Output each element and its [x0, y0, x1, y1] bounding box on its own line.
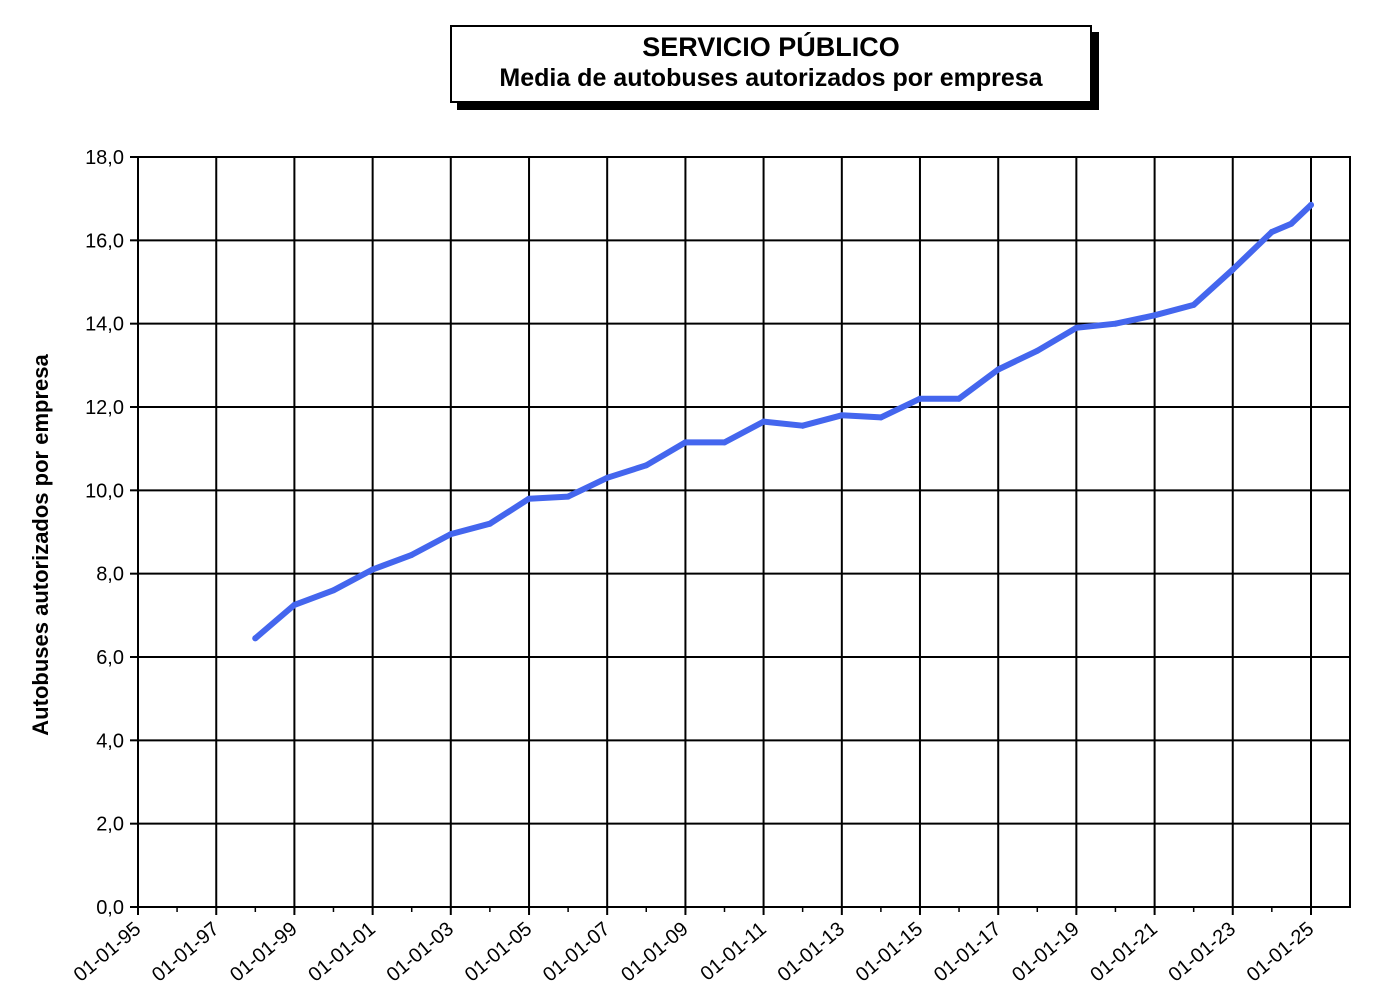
- data-point: [330, 587, 337, 594]
- data-point: [447, 531, 454, 538]
- y-tick-label: 12,0: [85, 397, 124, 419]
- y-tick-label: 6,0: [96, 647, 124, 669]
- y-tick-label: 2,0: [96, 814, 124, 836]
- x-tick-label: 01-01-05: [461, 918, 536, 986]
- data-point: [760, 418, 767, 425]
- data-point: [1229, 266, 1236, 273]
- data-point: [799, 422, 806, 429]
- x-tick-label: 01-01-23: [1164, 918, 1239, 986]
- x-tick-label: 01-01-17: [930, 918, 1005, 986]
- x-tick-label: 01-01-21: [1086, 918, 1161, 986]
- x-tick-label: 01-01-99: [226, 918, 301, 986]
- chart-title: SERVICIO PÚBLICO: [642, 32, 900, 62]
- x-tick-label: 01-01-25: [1243, 918, 1318, 986]
- x-tick-label: 01-01-13: [774, 918, 849, 986]
- data-point: [1190, 301, 1197, 308]
- y-tick-labels: 0,0 2,0 4,0 6,0 8,0 10,0 12,0 14,0 16,0 18,0: [85, 147, 124, 919]
- data-point: [838, 412, 845, 419]
- data-point: [408, 551, 415, 558]
- x-tick-label: 01-01-01: [304, 918, 379, 986]
- y-tick-label: 4,0: [96, 730, 124, 752]
- data-point: [877, 414, 884, 421]
- y-tick-label: 14,0: [85, 314, 124, 336]
- chart-subtitle: Media de autobuses autorizados por empre…: [499, 64, 1043, 92]
- y-tick-label: 0,0: [96, 897, 124, 919]
- data-point: [1308, 201, 1314, 208]
- data-point: [526, 495, 532, 502]
- data-point: [1151, 312, 1158, 319]
- x-tick-label: 01-01-97: [148, 918, 223, 986]
- data-point: [917, 395, 923, 402]
- chart-title-box: SERVICIO PÚBLICO Media de autobuses auto…: [450, 25, 1092, 103]
- data-point: [565, 493, 572, 500]
- x-tick-label: 01-01-07: [539, 918, 614, 986]
- x-tick-label: 01-01-15: [852, 918, 927, 986]
- data-point: [291, 601, 298, 608]
- data-point: [995, 366, 1002, 373]
- y-axis-title: Autobuses autorizados por empresa: [28, 354, 53, 736]
- data-point: [721, 439, 728, 446]
- x-tick-label: 01-01-19: [1008, 918, 1083, 986]
- plot-frame: [130, 156, 1351, 915]
- data-point: [643, 462, 650, 469]
- data-point: [486, 520, 493, 527]
- y-tick-label: 8,0: [96, 564, 124, 586]
- x-tick-labels: 01-01-95 01-01-97 01-01-99 01-01-01 01-01-03…: [70, 918, 1318, 986]
- data-point: [1288, 220, 1295, 227]
- plot-border: [137, 156, 1351, 908]
- data-point: [1034, 347, 1041, 354]
- data-point: [1268, 229, 1275, 235]
- data-point: [682, 439, 689, 446]
- grid-lines: [137, 156, 1350, 908]
- y-tick-label: 10,0: [85, 480, 124, 502]
- x-tick-label: 01-01-03: [383, 918, 458, 986]
- data-point: [369, 566, 376, 573]
- data-point: [252, 635, 259, 642]
- x-tick-label: 01-01-95: [70, 918, 145, 986]
- series-layer: [252, 201, 1314, 642]
- y-tick-label: 18,0: [85, 147, 124, 169]
- data-point: [604, 474, 611, 481]
- data-point: [956, 395, 962, 402]
- x-tick-label: 01-01-09: [617, 918, 692, 986]
- y-tick-label: 16,0: [85, 230, 124, 252]
- data-point: [1073, 324, 1080, 331]
- x-tick-label: 01-01-11: [696, 918, 770, 985]
- data-point: [1112, 320, 1119, 327]
